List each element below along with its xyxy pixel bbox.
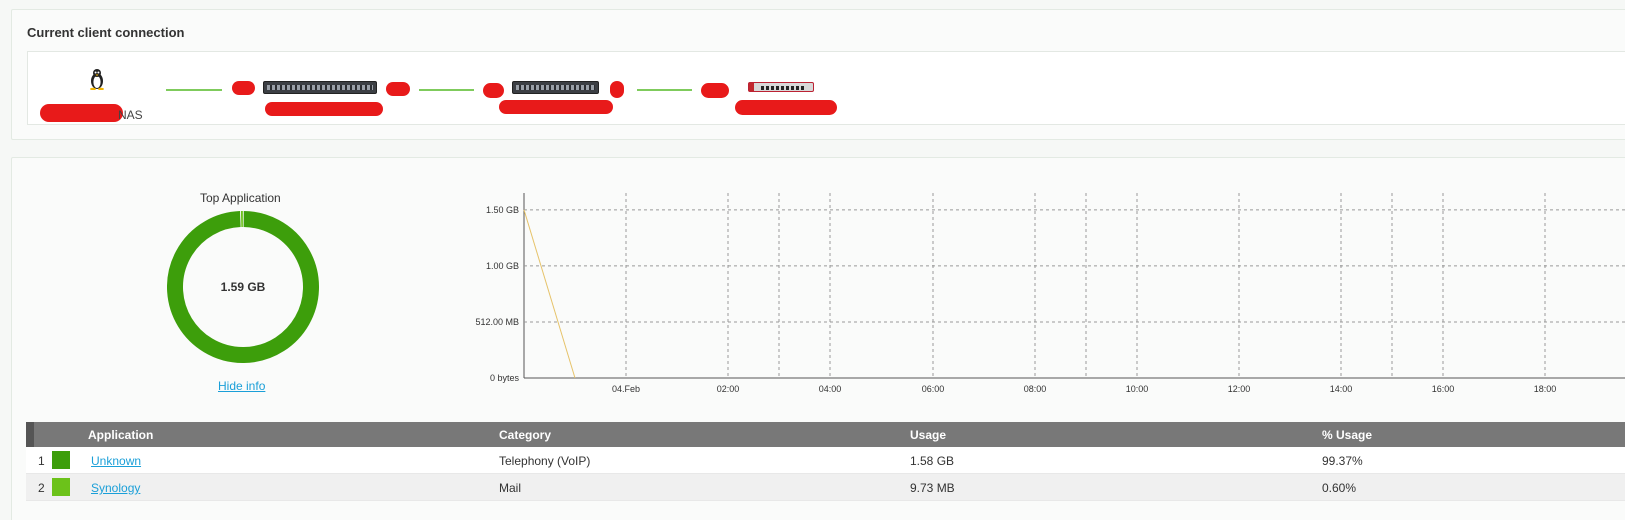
x-tick-label: 10:00 — [1126, 384, 1149, 394]
color-swatch — [52, 451, 70, 469]
row-index: 2 — [38, 481, 45, 495]
x-tick-label: 14:00 — [1330, 384, 1353, 394]
link-line — [637, 89, 692, 91]
switch-icon[interactable] — [263, 81, 377, 94]
application-panel: Top Application 1.59 GB Hide info 0 byte… — [11, 157, 1625, 520]
pct-usage-cell: 0.60% — [1322, 481, 1357, 495]
redacted-device-name — [735, 100, 837, 115]
firewall-icon[interactable] — [748, 82, 814, 92]
top-app-title: Top Application — [200, 191, 281, 205]
linux-icon — [90, 69, 104, 90]
y-tick-label: 1.00 GB — [486, 261, 519, 271]
series-line — [523, 209, 576, 379]
y-tick-label: 1.50 GB — [486, 205, 519, 215]
redacted-port — [610, 81, 624, 98]
application-link[interactable]: Unknown — [91, 454, 142, 468]
switch-icon[interactable] — [512, 81, 599, 94]
redacted-port — [701, 83, 729, 98]
application-table: Application Category Usage % Usage 1 Unk… — [26, 422, 1625, 501]
link-line — [419, 89, 474, 91]
x-tick-label: 04.Feb — [612, 384, 640, 394]
table-header: Application Category Usage % Usage — [26, 422, 1625, 447]
hide-info-link[interactable]: Hide info — [218, 379, 266, 393]
x-tick-label: 08:00 — [1024, 384, 1047, 394]
x-tick-label: 16:00 — [1432, 384, 1455, 394]
header-pct-usage[interactable]: % Usage — [1322, 428, 1373, 442]
category-cell: Mail — [499, 481, 522, 495]
color-swatch — [52, 478, 70, 496]
connection-title: Current client connection — [27, 25, 185, 40]
redacted-device-name — [265, 102, 383, 116]
x-tick-label: 06:00 — [922, 384, 945, 394]
redacted-port — [483, 83, 504, 98]
row-index: 1 — [38, 454, 45, 468]
redacted-client-name — [40, 104, 123, 122]
redacted-device-name — [499, 100, 613, 114]
application-link[interactable]: Synology — [91, 481, 141, 495]
redacted-port — [232, 81, 255, 95]
x-tick-label: 02:00 — [717, 384, 740, 394]
donut-slice[interactable] — [167, 211, 319, 363]
x-tick-label: 04:00 — [819, 384, 842, 394]
header-category[interactable]: Category — [499, 428, 552, 442]
connection-panel: Current client connection NAS — [11, 9, 1625, 140]
top-app-donut[interactable] — [167, 211, 319, 363]
x-tick-label: 18:00 — [1534, 384, 1557, 394]
donut-total: 1.59 GB — [220, 280, 266, 294]
header-usage[interactable]: Usage — [910, 428, 947, 442]
topology-box: NAS — [27, 51, 1625, 125]
table-row[interactable]: 1 Unknown Telephony (VoIP) 1.58 GB 99.37… — [26, 447, 1625, 474]
client-label: NAS — [118, 108, 143, 122]
link-line — [166, 89, 222, 91]
pct-usage-cell: 99.37% — [1322, 454, 1363, 468]
redacted-port — [386, 82, 410, 96]
usage-cell: 9.73 MB — [910, 481, 955, 495]
y-tick-label: 0 bytes — [490, 373, 520, 383]
usage-line-chart: 0 bytes 512.00 MB 1.00 GB 1.50 GB 04.Feb 02:0… — [475, 193, 1625, 394]
usage-cell: 1.58 GB — [910, 454, 955, 468]
x-tick-label: 12:00 — [1228, 384, 1251, 394]
y-tick-label: 512.00 MB — [475, 317, 519, 327]
table-row[interactable]: 2 Synology Mail 9.73 MB 0.60% — [26, 474, 1625, 501]
header-application[interactable]: Application — [88, 428, 154, 442]
category-cell: Telephony (VoIP) — [499, 454, 591, 468]
